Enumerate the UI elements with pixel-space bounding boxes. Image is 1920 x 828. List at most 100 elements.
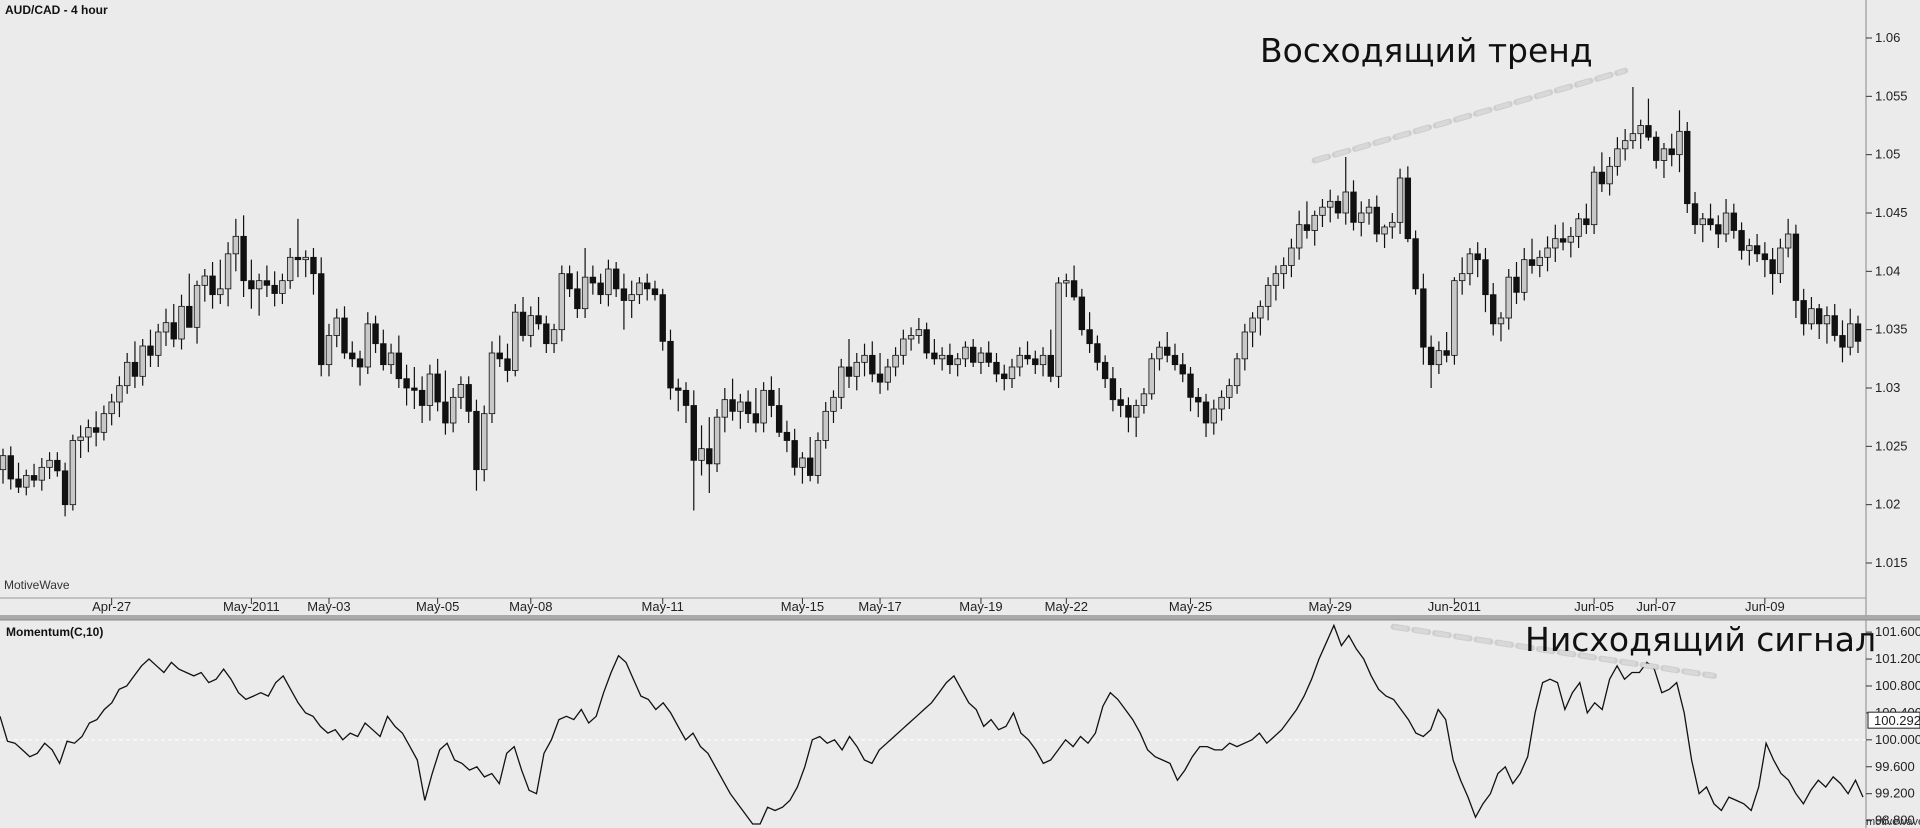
candle-body bbox=[1784, 233, 1792, 249]
candle-body bbox=[457, 384, 465, 398]
candle-body bbox=[1086, 329, 1093, 345]
candle-body bbox=[698, 448, 705, 461]
candle-body bbox=[1730, 212, 1738, 231]
momentum-line bbox=[0, 623, 1864, 825]
candle-body bbox=[1264, 284, 1272, 307]
candle-body bbox=[294, 256, 302, 261]
candle-body bbox=[1187, 373, 1194, 398]
candle-body bbox=[783, 431, 791, 441]
candle-body bbox=[1373, 206, 1380, 235]
candle-body bbox=[1808, 308, 1815, 325]
candle-body bbox=[170, 322, 177, 340]
candle-body bbox=[1249, 317, 1256, 333]
candle-body bbox=[1132, 405, 1140, 418]
candle-body bbox=[1629, 133, 1637, 142]
candle-body bbox=[519, 311, 527, 336]
candle-body bbox=[325, 335, 333, 366]
candle-body bbox=[550, 329, 558, 345]
motivewave-watermark: MotiveWave bbox=[4, 578, 70, 592]
momentum-series-line bbox=[0, 623, 1864, 825]
momentum-tick-label: 101.200 bbox=[1875, 651, 1920, 666]
momentum-title: Momentum(C,10) bbox=[6, 625, 103, 639]
candle-body bbox=[1823, 315, 1831, 325]
candle-body bbox=[620, 288, 628, 301]
candle-body bbox=[574, 288, 581, 310]
candle-body bbox=[1094, 343, 1101, 363]
time-tick-label: Jun-2011 bbox=[1428, 599, 1481, 614]
candle-body bbox=[178, 305, 185, 340]
candle-body bbox=[1280, 265, 1287, 275]
candle-body bbox=[0, 455, 7, 471]
candle-body bbox=[1761, 253, 1769, 261]
candle-body bbox=[651, 288, 659, 296]
candle-body bbox=[387, 352, 395, 366]
candle-body bbox=[1637, 125, 1644, 135]
candle-body bbox=[1358, 212, 1365, 223]
candle-body bbox=[869, 354, 876, 375]
motivewave-site: motivewave.com bbox=[1866, 816, 1920, 828]
candle-body bbox=[814, 440, 822, 476]
candle-body bbox=[830, 396, 837, 412]
candle-body bbox=[1614, 148, 1621, 167]
candle-body bbox=[791, 440, 798, 468]
candle-body bbox=[155, 331, 162, 356]
candle-body bbox=[1125, 405, 1132, 418]
candle-body bbox=[240, 235, 247, 282]
candle-body bbox=[1458, 273, 1466, 282]
time-tick-label: May-2011 bbox=[223, 599, 280, 614]
candle-body bbox=[752, 413, 760, 424]
momentum-tick-label: 101.600 bbox=[1875, 624, 1920, 639]
candle-body bbox=[884, 366, 892, 383]
candle-body bbox=[853, 361, 860, 377]
candle-body bbox=[1063, 280, 1070, 284]
candle-body bbox=[706, 448, 713, 465]
panel-separator bbox=[0, 615, 1920, 620]
candle-body bbox=[1334, 200, 1342, 214]
candle-body bbox=[1552, 238, 1559, 249]
candle-body bbox=[434, 373, 441, 403]
candle-body bbox=[1311, 214, 1318, 231]
candle-body bbox=[605, 268, 612, 296]
time-tick-label: May-19 bbox=[959, 599, 1002, 614]
candle-body bbox=[1443, 350, 1450, 356]
candle-body bbox=[1288, 247, 1295, 266]
candle-body bbox=[61, 470, 69, 506]
candle-body bbox=[1598, 171, 1606, 185]
candle-body bbox=[900, 338, 907, 356]
candle-body bbox=[644, 282, 651, 290]
candle-body bbox=[667, 340, 674, 389]
candle-body bbox=[1101, 361, 1109, 380]
candle-body bbox=[46, 459, 53, 468]
candle-body bbox=[1738, 230, 1745, 251]
candle-body bbox=[721, 399, 729, 418]
candle-body bbox=[1412, 238, 1419, 290]
candle-body bbox=[1381, 226, 1388, 235]
candle-body bbox=[566, 273, 573, 290]
candle-body bbox=[690, 405, 697, 461]
candle-body bbox=[123, 361, 131, 387]
candle-body bbox=[1691, 203, 1699, 226]
candle-body bbox=[1008, 366, 1016, 380]
current-value-label: 100.292 bbox=[1874, 713, 1920, 728]
candle-body bbox=[597, 282, 604, 296]
candle-body bbox=[612, 268, 620, 290]
candle-body bbox=[186, 305, 193, 328]
candle-body bbox=[279, 280, 286, 294]
candle-body bbox=[263, 280, 271, 286]
candle-body bbox=[931, 352, 938, 360]
time-tick-label: May-08 bbox=[509, 599, 552, 614]
candle-body bbox=[465, 384, 472, 412]
candle-body bbox=[23, 475, 30, 488]
candle-body bbox=[481, 413, 488, 471]
candle-body bbox=[1257, 305, 1264, 319]
candle-body bbox=[1668, 148, 1675, 156]
candle-body bbox=[108, 401, 115, 415]
candle-body bbox=[907, 335, 915, 340]
candle-body bbox=[1032, 358, 1039, 366]
candle-body bbox=[1645, 125, 1652, 138]
time-tick-label: May-29 bbox=[1309, 599, 1352, 614]
candle-body bbox=[116, 385, 123, 403]
current-value-box bbox=[1867, 711, 1920, 729]
